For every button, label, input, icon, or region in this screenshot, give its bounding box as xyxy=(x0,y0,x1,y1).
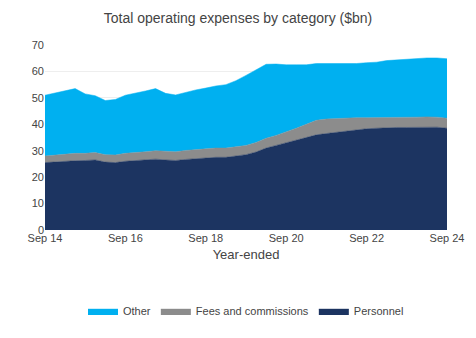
svg-text:Sep 16: Sep 16 xyxy=(108,232,143,244)
svg-text:50: 50 xyxy=(32,92,44,104)
svg-text:40: 40 xyxy=(32,118,44,130)
svg-text:0: 0 xyxy=(38,224,44,236)
svg-text:Sep 22: Sep 22 xyxy=(349,232,384,244)
svg-text:30: 30 xyxy=(32,145,44,157)
svg-text:Year-ended: Year-ended xyxy=(213,247,280,262)
svg-text:10: 10 xyxy=(32,197,44,209)
svg-text:Fees and commissions: Fees and commissions xyxy=(196,305,309,317)
svg-text:Sep 18: Sep 18 xyxy=(188,232,223,244)
svg-text:Personnel: Personnel xyxy=(354,305,404,317)
svg-text:70: 70 xyxy=(32,39,44,51)
svg-text:Other: Other xyxy=(123,305,151,317)
svg-text:Sep 20: Sep 20 xyxy=(269,232,304,244)
svg-text:Sep 24: Sep 24 xyxy=(430,232,465,244)
svg-text:Total operating expenses by ca: Total operating expenses by category ($b… xyxy=(104,10,373,26)
svg-text:Sep 14: Sep 14 xyxy=(28,232,63,244)
svg-text:20: 20 xyxy=(32,171,44,183)
svg-text:60: 60 xyxy=(32,65,44,77)
